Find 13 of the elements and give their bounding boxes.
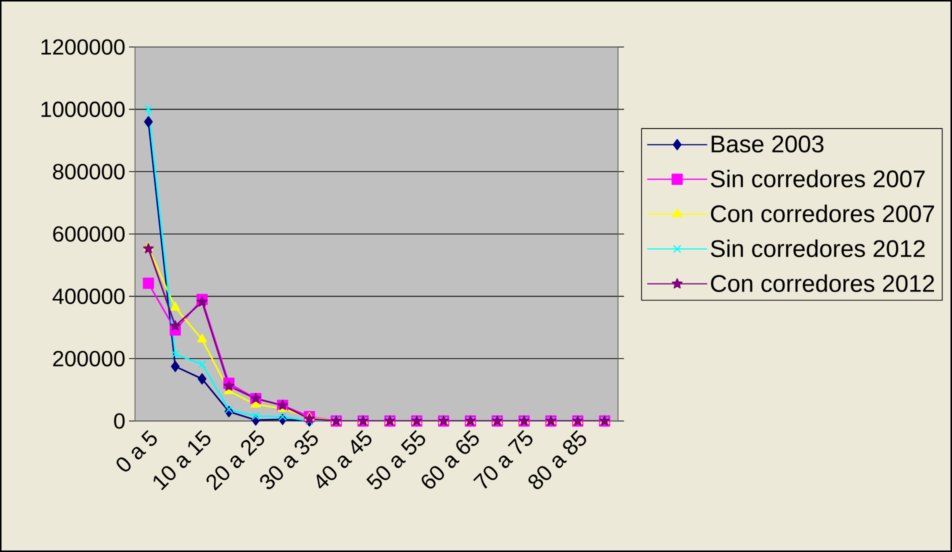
y-tick-label: 1200000	[42, 39, 125, 55]
y-tick-label: 800000	[53, 164, 125, 180]
y-tick-label: 600000	[53, 226, 125, 242]
y-tick-label: 0	[114, 413, 125, 429]
x-tick-label: 0 a 5	[116, 430, 157, 472]
legend-label: Sin corredores 2012	[710, 240, 925, 258]
legend-label: Con corredores 2012	[711, 274, 934, 292]
legend-label: Base 2003	[712, 136, 824, 153]
legend-label: Sin corredores 2007	[710, 170, 925, 188]
y-tick-label: 400000	[52, 288, 125, 304]
legend-label: Con corredores 2007	[711, 204, 934, 222]
y-tick-label: 1000000	[42, 102, 125, 118]
y-tick-label: 200000	[53, 350, 125, 366]
